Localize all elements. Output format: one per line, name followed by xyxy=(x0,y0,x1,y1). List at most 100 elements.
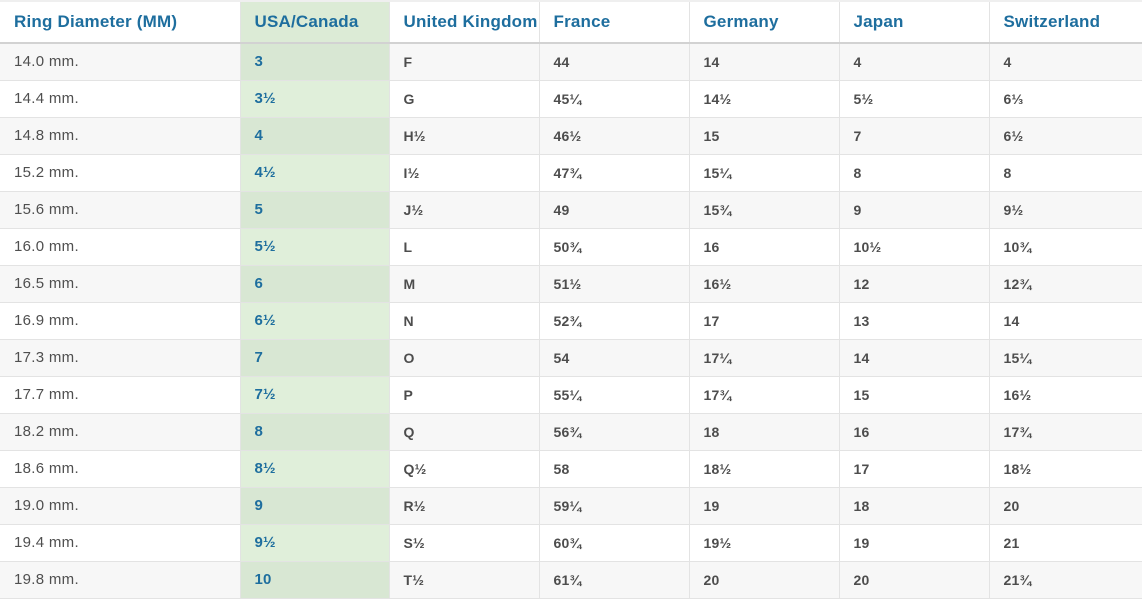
cell-ring-diameter: 16.0 mm. xyxy=(0,228,241,266)
cell-switzerland: 9½ xyxy=(989,191,1142,229)
cell-germany: 20 xyxy=(689,561,840,599)
cell-ring-diameter: 17.3 mm. xyxy=(0,339,241,377)
cell-united-kingdom: R½ xyxy=(389,487,540,525)
column-header-germany: Germany xyxy=(689,1,840,44)
table-row: 14.4 mm. 3½ G 45¼ 14½ 5½ 6⅓ xyxy=(0,80,1142,118)
cell-france: 59¼ xyxy=(539,487,690,525)
cell-france: 55¼ xyxy=(539,376,690,414)
cell-united-kingdom: G xyxy=(389,80,540,118)
cell-germany: 18½ xyxy=(689,450,840,488)
table-row: 18.2 mm. 8 Q 56¾ 18 16 17¾ xyxy=(0,413,1142,451)
cell-japan: 13 xyxy=(839,302,990,340)
cell-ring-diameter: 18.2 mm. xyxy=(0,413,241,451)
cell-germany: 18 xyxy=(689,413,840,451)
cell-germany: 19½ xyxy=(689,524,840,562)
cell-ring-diameter: 17.7 mm. xyxy=(0,376,241,414)
cell-usa-canada: 7½ xyxy=(240,376,390,414)
cell-ring-diameter: 18.6 mm. xyxy=(0,450,241,488)
table-row: 17.3 mm. 7 O 54 17¼ 14 15¼ xyxy=(0,339,1142,377)
cell-switzerland: 8 xyxy=(989,154,1142,192)
cell-japan: 19 xyxy=(839,524,990,562)
cell-ring-diameter: 19.0 mm. xyxy=(0,487,241,525)
cell-ring-diameter: 16.5 mm. xyxy=(0,265,241,303)
cell-france: 54 xyxy=(539,339,690,377)
cell-germany: 15¾ xyxy=(689,191,840,229)
cell-france: 47¾ xyxy=(539,154,690,192)
table-row: 14.0 mm. 3 F 44 14 4 4 xyxy=(0,43,1142,81)
cell-united-kingdom: I½ xyxy=(389,154,540,192)
cell-france: 51½ xyxy=(539,265,690,303)
cell-switzerland: 18½ xyxy=(989,450,1142,488)
cell-switzerland: 4 xyxy=(989,43,1142,81)
cell-switzerland: 20 xyxy=(989,487,1142,525)
cell-switzerland: 6½ xyxy=(989,117,1142,155)
cell-japan: 8 xyxy=(839,154,990,192)
table-row: 17.7 mm. 7½ P 55¼ 17¾ 15 16½ xyxy=(0,376,1142,414)
cell-switzerland: 10¾ xyxy=(989,228,1142,266)
table-header-row: Ring Diameter (MM) USA/Canada United Kingd… xyxy=(0,1,1142,44)
cell-japan: 10½ xyxy=(839,228,990,266)
column-header-usa-canada: USA/Canada xyxy=(240,1,390,44)
cell-france: 44 xyxy=(539,43,690,81)
cell-usa-canada: 8 xyxy=(240,413,390,451)
cell-usa-canada: 6½ xyxy=(240,302,390,340)
cell-france: 60¾ xyxy=(539,524,690,562)
table-row: 16.9 mm. 6½ N 52¾ 17 13 14 xyxy=(0,302,1142,340)
cell-germany: 16½ xyxy=(689,265,840,303)
cell-germany: 15¼ xyxy=(689,154,840,192)
cell-france: 46½ xyxy=(539,117,690,155)
cell-japan: 7 xyxy=(839,117,990,155)
cell-france: 61¾ xyxy=(539,561,690,599)
column-header-ring-diameter: Ring Diameter (MM) xyxy=(0,1,241,44)
cell-france: 52¾ xyxy=(539,302,690,340)
cell-japan: 14 xyxy=(839,339,990,377)
column-header-united-kingdom: United Kingdom xyxy=(389,1,540,44)
cell-ring-diameter: 19.4 mm. xyxy=(0,524,241,562)
table-body: 14.0 mm. 3 F 44 14 4 4 14.4 mm. 3½ G 45¼ 14½ 5½ 6⅓ 14.… xyxy=(0,43,1142,599)
table-header: Ring Diameter (MM) USA/Canada United Kingd… xyxy=(0,1,1142,44)
cell-switzerland: 14 xyxy=(989,302,1142,340)
cell-germany: 17¾ xyxy=(689,376,840,414)
cell-ring-diameter: 19.8 mm. xyxy=(0,561,241,599)
cell-japan: 4 xyxy=(839,43,990,81)
cell-usa-canada: 3 xyxy=(240,43,390,81)
cell-united-kingdom: Q xyxy=(389,413,540,451)
cell-germany: 16 xyxy=(689,228,840,266)
cell-united-kingdom: J½ xyxy=(389,191,540,229)
cell-ring-diameter: 14.8 mm. xyxy=(0,117,241,155)
cell-ring-diameter: 15.2 mm. xyxy=(0,154,241,192)
cell-usa-canada: 8½ xyxy=(240,450,390,488)
cell-germany: 19 xyxy=(689,487,840,525)
cell-france: 50¾ xyxy=(539,228,690,266)
cell-germany: 15 xyxy=(689,117,840,155)
cell-germany: 14½ xyxy=(689,80,840,118)
cell-united-kingdom: L xyxy=(389,228,540,266)
cell-switzerland: 21¾ xyxy=(989,561,1142,599)
cell-germany: 14 xyxy=(689,43,840,81)
cell-france: 58 xyxy=(539,450,690,488)
table-row: 19.4 mm. 9½ S½ 60¾ 19½ 19 21 xyxy=(0,524,1142,562)
cell-usa-canada: 3½ xyxy=(240,80,390,118)
cell-switzerland: 12¾ xyxy=(989,265,1142,303)
cell-united-kingdom: T½ xyxy=(389,561,540,599)
cell-usa-canada: 5 xyxy=(240,191,390,229)
cell-usa-canada: 7 xyxy=(240,339,390,377)
cell-united-kingdom: F xyxy=(389,43,540,81)
cell-usa-canada: 4 xyxy=(240,117,390,155)
cell-ring-diameter: 16.9 mm. xyxy=(0,302,241,340)
cell-japan: 15 xyxy=(839,376,990,414)
column-header-japan: Japan xyxy=(839,1,990,44)
cell-united-kingdom: Q½ xyxy=(389,450,540,488)
column-header-france: France xyxy=(539,1,690,44)
column-header-switzerland: Switzerland xyxy=(989,1,1142,44)
table-row: 16.0 mm. 5½ L 50¾ 16 10½ 10¾ xyxy=(0,228,1142,266)
cell-japan: 5½ xyxy=(839,80,990,118)
table-row: 19.0 mm. 9 R½ 59¼ 19 18 20 xyxy=(0,487,1142,525)
cell-usa-canada: 5½ xyxy=(240,228,390,266)
cell-united-kingdom: O xyxy=(389,339,540,377)
cell-japan: 12 xyxy=(839,265,990,303)
cell-ring-diameter: 14.4 mm. xyxy=(0,80,241,118)
cell-switzerland: 17¾ xyxy=(989,413,1142,451)
